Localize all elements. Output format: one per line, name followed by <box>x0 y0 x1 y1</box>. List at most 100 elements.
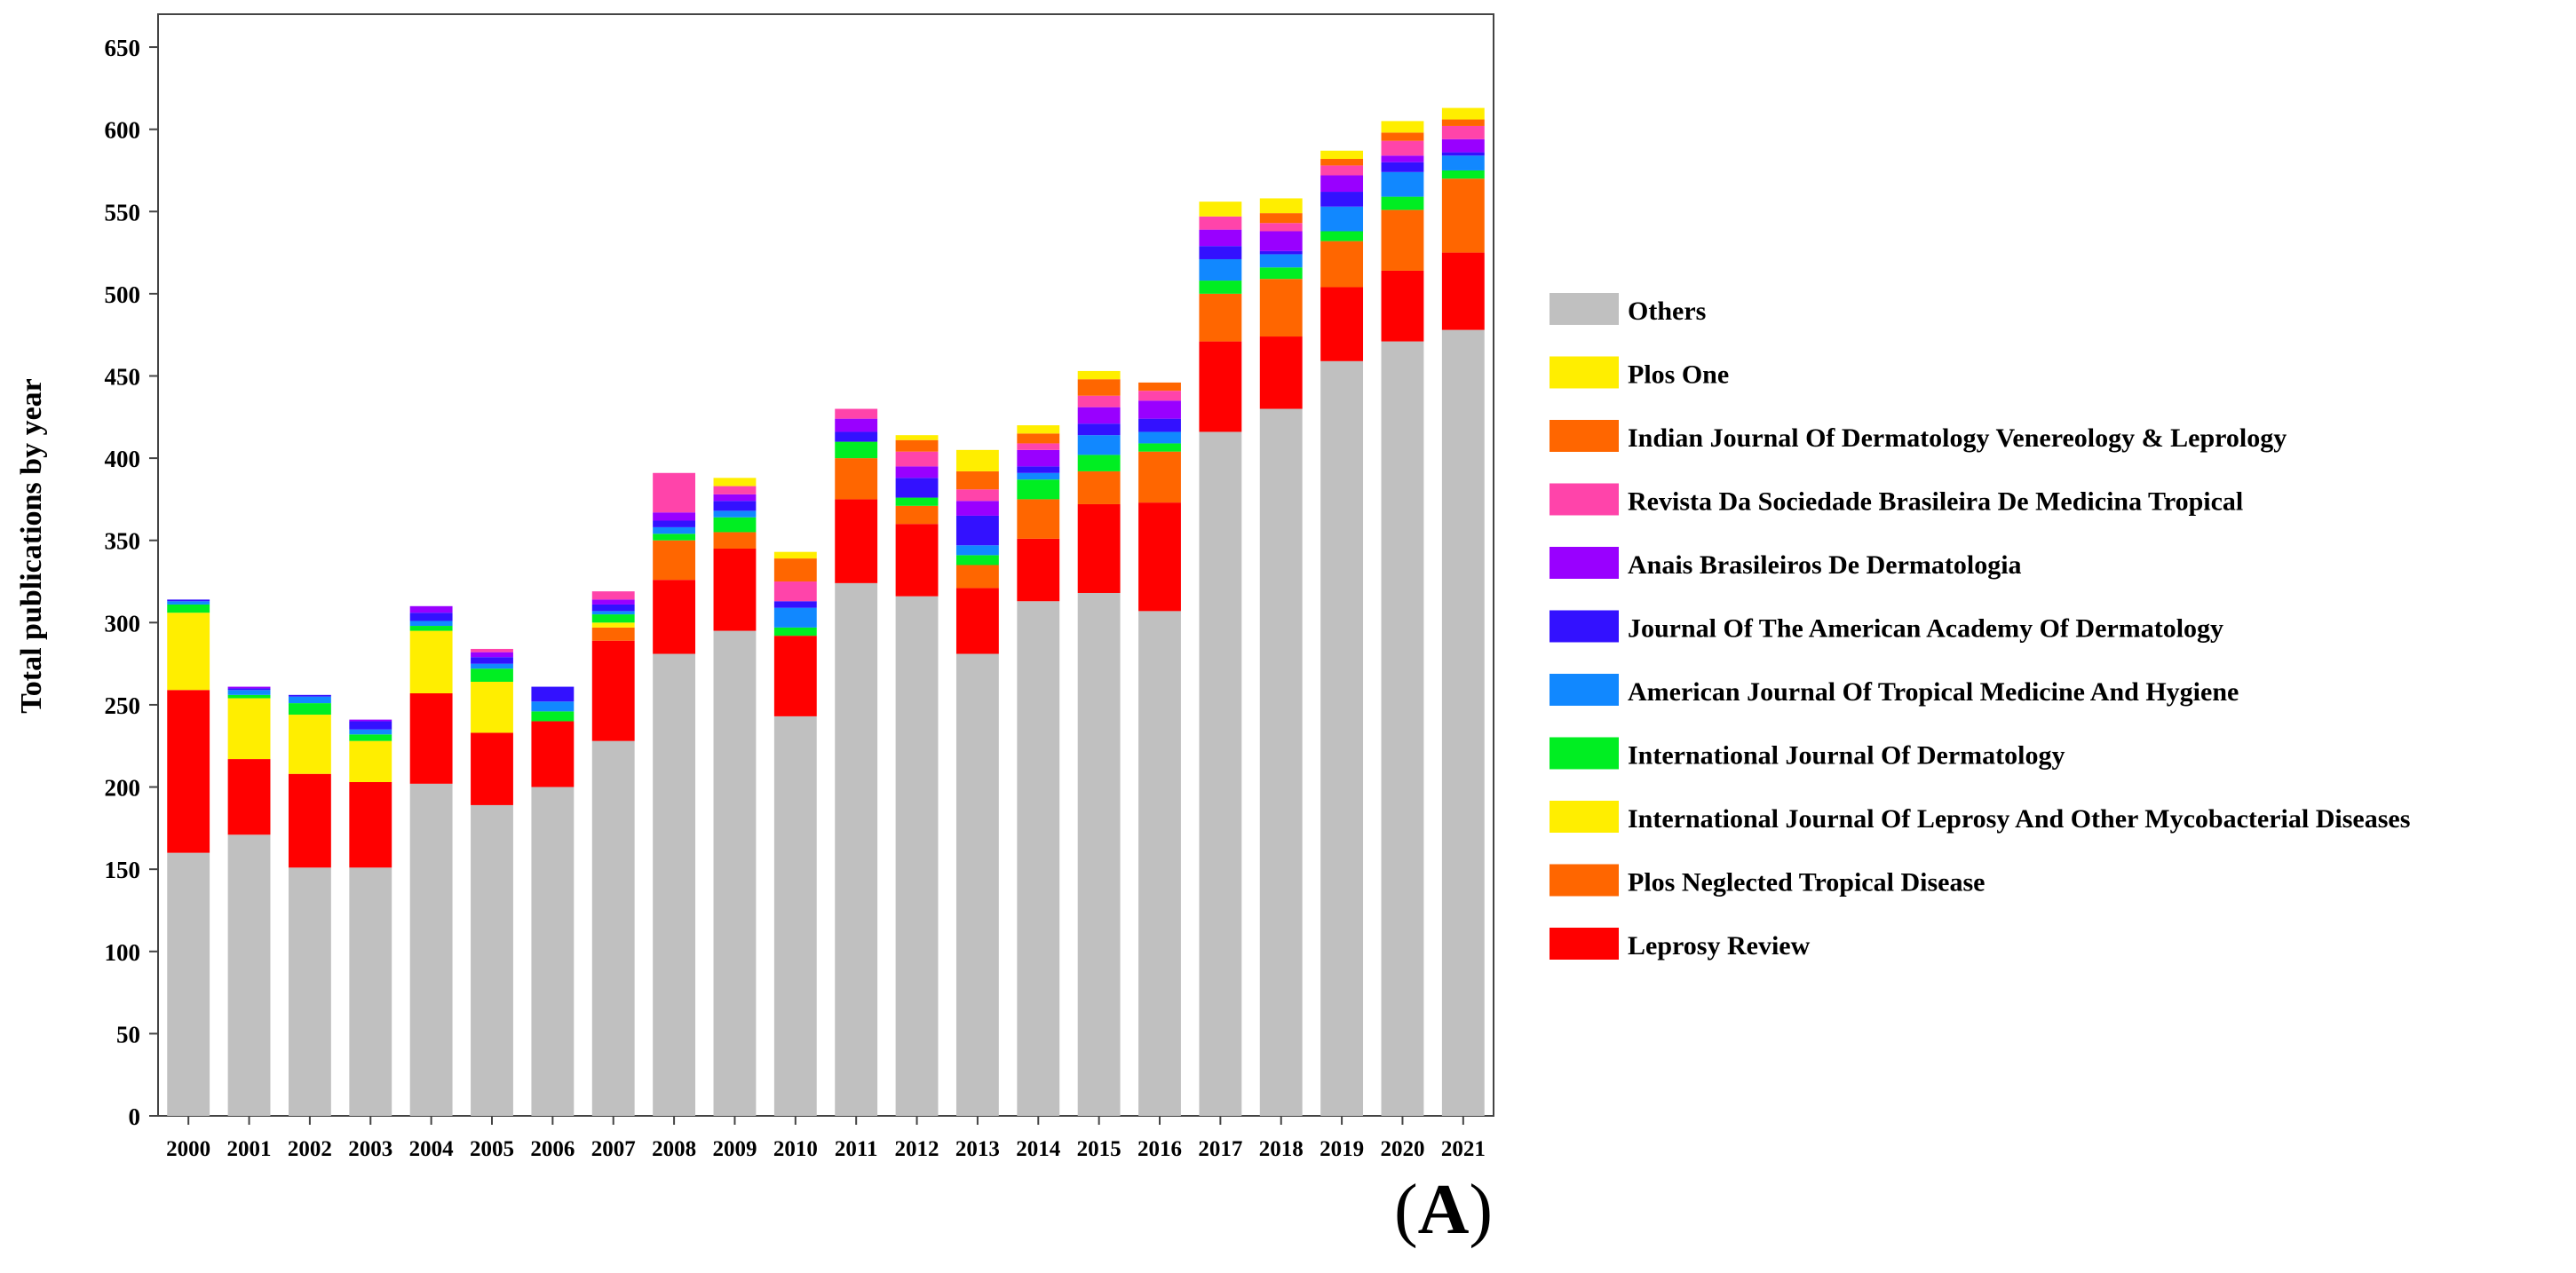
bar-segment-2018-s7 <box>1259 231 1303 251</box>
bar-segment-2004-s3 <box>409 630 453 693</box>
bar-segment-2013-s7 <box>955 501 999 516</box>
bar-segment-2020-s9 <box>1381 132 1424 141</box>
bar-stack-2017 <box>1199 202 1242 1117</box>
bar-segment-2012-s7 <box>895 466 939 478</box>
bar-segment-2003-s3 <box>349 740 392 782</box>
bar-segment-2012-s9 <box>895 439 939 452</box>
bar-stack-2001 <box>227 686 271 1116</box>
bar-segment-2001-s0 <box>227 834 271 1116</box>
bar-segment-2014-s0 <box>1017 601 1060 1116</box>
bar-segment-2013-s4 <box>955 555 999 565</box>
bar-segment-2006-s4 <box>531 711 575 722</box>
bar-segment-2011-s0 <box>835 582 878 1116</box>
bar-segment-2018-s9 <box>1259 213 1303 224</box>
bar-segment-2012-s8 <box>895 451 939 467</box>
x-tick-label: 2007 <box>591 1137 636 1161</box>
bar-segment-2004-s1 <box>409 692 453 784</box>
bar-segment-2017-s1 <box>1199 341 1242 432</box>
bar-segment-2013-s6 <box>955 515 999 546</box>
bar-segment-2015-s7 <box>1077 407 1121 424</box>
bar-segment-2017-s7 <box>1199 229 1242 247</box>
y-tick-label: 500 <box>105 281 141 308</box>
bar-segment-2019-s2 <box>1320 241 1364 288</box>
y-axis-title: Total publications by year <box>15 378 48 714</box>
bar-segment-2005-s8 <box>471 648 513 652</box>
bar-segment-2019-s7 <box>1320 175 1364 193</box>
legend-label: Plos One <box>1628 360 1729 390</box>
bar-segment-2013-s2 <box>955 565 999 589</box>
y-tick-label: 350 <box>105 528 141 555</box>
bar-segment-2019-s10 <box>1320 150 1364 159</box>
legend-item: Leprosy Review <box>1550 928 1811 961</box>
bar-segment-2021-s2 <box>1441 178 1485 253</box>
bar-stack-2010 <box>773 551 817 1116</box>
legend-item: International Journal Of Dermatology <box>1550 737 2065 771</box>
bar-segment-2016-s9 <box>1138 382 1181 391</box>
bar-segment-2011-s7 <box>835 418 878 432</box>
x-tick-label: 2004 <box>409 1137 455 1161</box>
bar-segment-2000-s4 <box>167 604 210 613</box>
legend-item: International Journal Of Leprosy And Oth… <box>1550 801 2410 834</box>
bar-segment-2008-s6 <box>653 520 696 527</box>
bar-segment-2020-s5 <box>1381 171 1424 197</box>
y-tick-label: 450 <box>105 363 141 390</box>
y-tick-label: 150 <box>105 857 141 883</box>
bar-stack-2021 <box>1441 107 1485 1116</box>
bar-segment-2001-s1 <box>227 759 271 835</box>
bar-segment-2014-s7 <box>1017 449 1060 467</box>
bar-segment-2005-s0 <box>471 804 513 1116</box>
x-tick-label: 2019 <box>1320 1137 1364 1161</box>
bar-segment-2016-s1 <box>1138 502 1181 612</box>
bar-segment-2017-s8 <box>1199 216 1242 230</box>
bar-segment-2011-s2 <box>835 458 878 500</box>
y-tick-label: 50 <box>116 1021 140 1048</box>
x-tick-label: 2001 <box>227 1137 272 1161</box>
x-tick-label: 2018 <box>1259 1137 1304 1161</box>
x-tick-label: 2005 <box>470 1137 514 1161</box>
bar-segment-2000-s1 <box>167 690 210 853</box>
bar-segment-2021-s9 <box>1441 119 1485 126</box>
bar-segment-2015-s4 <box>1077 455 1121 471</box>
bar-segment-2007-s7 <box>591 599 635 605</box>
legend-label: Journal Of The American Academy Of Derma… <box>1628 614 2223 644</box>
bar-segment-2015-s9 <box>1077 379 1121 396</box>
bar-segment-2001-s3 <box>227 698 271 760</box>
bar-segment-2021-s4 <box>1441 170 1485 179</box>
bar-segment-2006-s1 <box>531 721 575 787</box>
bar-segment-2002-s5 <box>288 696 331 704</box>
bar-segment-2004-s5 <box>409 621 453 627</box>
legend-item: Journal Of The American Academy Of Derma… <box>1550 610 2223 644</box>
bar-segment-2010-s5 <box>773 607 817 628</box>
bar-series-group <box>167 107 1485 1117</box>
bar-stack-2011 <box>835 408 878 1116</box>
legend-label: Leprosy Review <box>1628 931 1811 961</box>
bar-segment-2012-s1 <box>895 524 939 597</box>
bar-segment-2007-s6 <box>591 604 635 612</box>
bar-segment-2002-s6 <box>288 694 331 697</box>
legend: Others Plos One Indian Journal Of Dermatol… <box>1550 293 2410 961</box>
bar-segment-2014-s10 <box>1017 425 1060 434</box>
bar-segment-2009-s0 <box>713 630 757 1116</box>
legend-swatch <box>1550 293 1619 325</box>
bar-stack-2009 <box>713 478 757 1116</box>
bar-segment-2017-s6 <box>1199 246 1242 259</box>
bar-segment-2014-s6 <box>1017 466 1060 473</box>
legend-swatch <box>1550 610 1619 643</box>
bar-segment-2005-s7 <box>471 652 513 658</box>
x-tick-label: 2002 <box>288 1137 332 1161</box>
bar-segment-2019-s6 <box>1320 192 1364 207</box>
bar-segment-2013-s5 <box>955 545 999 556</box>
bar-segment-2007-s3 <box>591 622 635 628</box>
bar-segment-2018-s8 <box>1259 223 1303 232</box>
bar-segment-2014-s2 <box>1017 499 1060 539</box>
bar-segment-2019-s9 <box>1320 158 1364 166</box>
bar-segment-2004-s7 <box>409 605 453 613</box>
bar-segment-2011-s4 <box>835 441 878 459</box>
legend-label: International Journal Of Dermatology <box>1628 741 2065 771</box>
bar-segment-2004-s0 <box>409 783 453 1116</box>
x-tick-label: 2017 <box>1198 1137 1242 1161</box>
bar-segment-2016-s0 <box>1138 611 1181 1116</box>
bar-segment-2007-s2 <box>591 627 635 641</box>
legend-label: Revista Da Sociedade Brasileira De Medic… <box>1628 487 2243 517</box>
y-tick-label: 250 <box>105 692 141 719</box>
